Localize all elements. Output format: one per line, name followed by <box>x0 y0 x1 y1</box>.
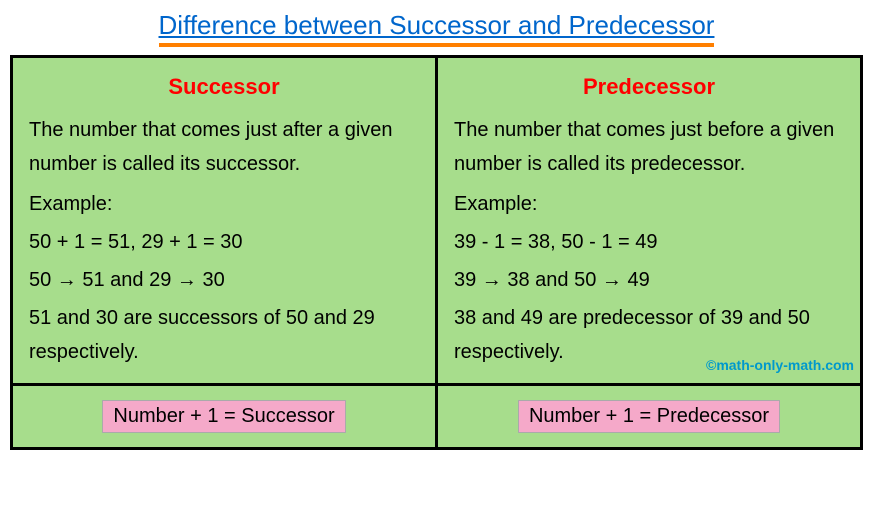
predecessor-example-label: Example: <box>454 187 844 221</box>
predecessor-line1: 39 - 1 = 38, 50 - 1 = 49 <box>454 225 844 259</box>
watermark-text: ©math-only-math.com <box>706 354 854 378</box>
formula-row: Number + 1 = Successor Number + 1 = Pred… <box>13 386 860 447</box>
successor-formula: Number + 1 = Successor <box>102 400 345 433</box>
page-title: Difference between Successor and Predece… <box>10 10 863 47</box>
successor-example-label: Example: <box>29 187 419 221</box>
predecessor-header: Predecessor <box>454 68 844 105</box>
successor-cell: Successor The number that comes just aft… <box>13 58 438 386</box>
successor-line1: 50 + 1 = 51, 29 + 1 = 30 <box>29 225 419 259</box>
successor-line2: 50 → 51 and 29 → 30 <box>29 263 419 297</box>
successor-formula-cell: Number + 1 = Successor <box>13 386 438 447</box>
predecessor-line2: 39 → 38 and 50 → 49 <box>454 263 844 297</box>
successor-header: Successor <box>29 68 419 105</box>
title-text: Difference between Successor and Predece… <box>159 10 715 47</box>
successor-line3: 51 and 30 are successors of 50 and 29 re… <box>29 301 419 369</box>
predecessor-formula-cell: Number + 1 = Predecessor <box>438 386 860 447</box>
comparison-table: Successor The number that comes just aft… <box>10 55 863 450</box>
predecessor-formula: Number + 1 = Predecessor <box>518 400 780 433</box>
main-row: Successor The number that comes just aft… <box>13 58 860 386</box>
predecessor-cell: Predecessor The number that comes just b… <box>438 58 860 386</box>
predecessor-definition: The number that comes just before a give… <box>454 113 844 181</box>
successor-definition: The number that comes just after a given… <box>29 113 419 181</box>
